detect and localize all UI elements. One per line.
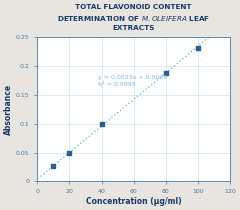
X-axis label: Concentration (μg/ml): Concentration (μg/ml) (86, 197, 181, 206)
Point (51, 165, 55, 168)
Point (164, 71, 168, 75)
Point (196, 46, 200, 49)
Text: y = 0.0023x + 0.0039
R² = 0.9995: y = 0.0023x + 0.0039 R² = 0.9995 (98, 75, 168, 87)
Point (67, 151, 71, 154)
Title: TOTAL FLAVONOID CONTENT
DETERMINATION OF $\mathit{M.OLEIFERA}$ LEAF
EXTRACTS: TOTAL FLAVONOID CONTENT DETERMINATION OF… (57, 4, 210, 31)
Point (100, 123, 103, 126)
Y-axis label: Absorbance: Absorbance (4, 84, 13, 135)
